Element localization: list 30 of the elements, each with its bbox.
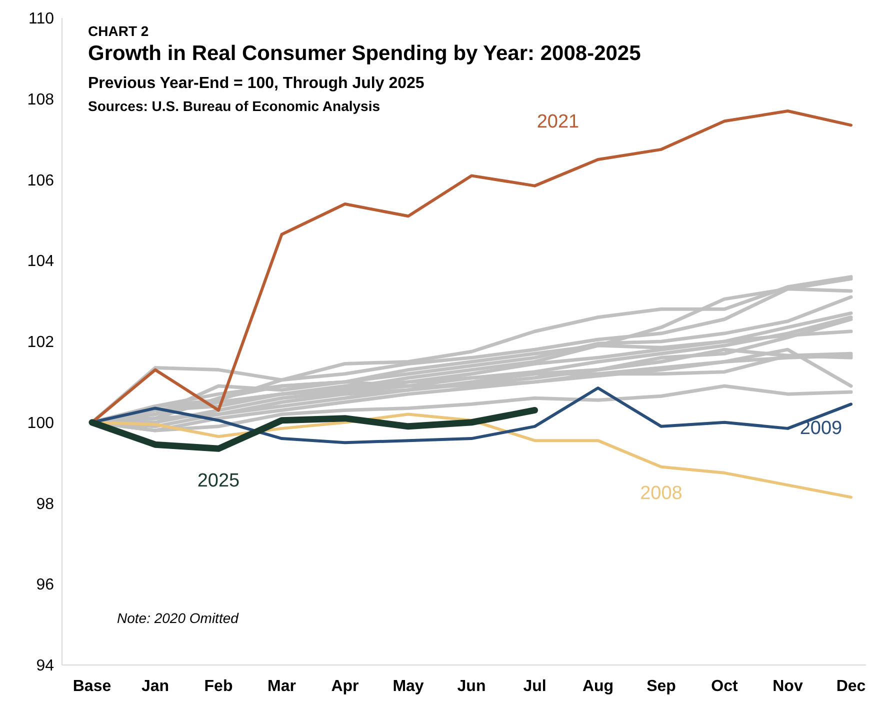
x-tick-label: Jun bbox=[457, 678, 486, 695]
x-tick-label: Sep bbox=[646, 678, 676, 695]
text: Previous Year-End = 100, Through July 2025 bbox=[88, 75, 424, 92]
y-tick-label: 98 bbox=[36, 496, 54, 513]
x-tick-label: Feb bbox=[204, 678, 233, 695]
y-tick-label: 96 bbox=[36, 576, 54, 594]
x-tick-label: Jan bbox=[141, 678, 170, 695]
x-tick-label: Apr bbox=[331, 678, 359, 695]
x-tick-label: Jul bbox=[523, 678, 546, 695]
y-tick-label: 108 bbox=[27, 91, 54, 108]
y-tick-label: 110 bbox=[28, 10, 54, 28]
x-tick-label: Base bbox=[72, 678, 112, 695]
series-label: 2025 bbox=[197, 470, 240, 492]
y-tick-label: 102 bbox=[27, 334, 54, 352]
annotation: Sources: U.S. Bureau of Economic Analysis bbox=[88, 98, 380, 114]
x-tick-label: May bbox=[392, 678, 424, 695]
y-tick-label: 100 bbox=[27, 414, 54, 432]
x-tick-label: Mar bbox=[268, 678, 296, 695]
text: Growth in Real Consumer Spending by Year: 2008-2025 bbox=[88, 42, 642, 65]
y-tick-label: 94 bbox=[36, 658, 54, 675]
x-tick-label: Dec bbox=[836, 678, 866, 695]
annotation: CHART 2 bbox=[88, 23, 149, 39]
x-tick-label: Nov bbox=[772, 678, 803, 695]
y-tick-label: 104 bbox=[27, 253, 54, 270]
series-label: 2021 bbox=[536, 112, 580, 133]
x-tick-label: Aug bbox=[582, 678, 614, 695]
series-label: 2008 bbox=[640, 482, 682, 504]
annotation: Note: 2020 Omitted bbox=[117, 610, 240, 626]
y-tick-label: 106 bbox=[27, 172, 54, 190]
x-tick-label: Oct bbox=[711, 678, 739, 695]
